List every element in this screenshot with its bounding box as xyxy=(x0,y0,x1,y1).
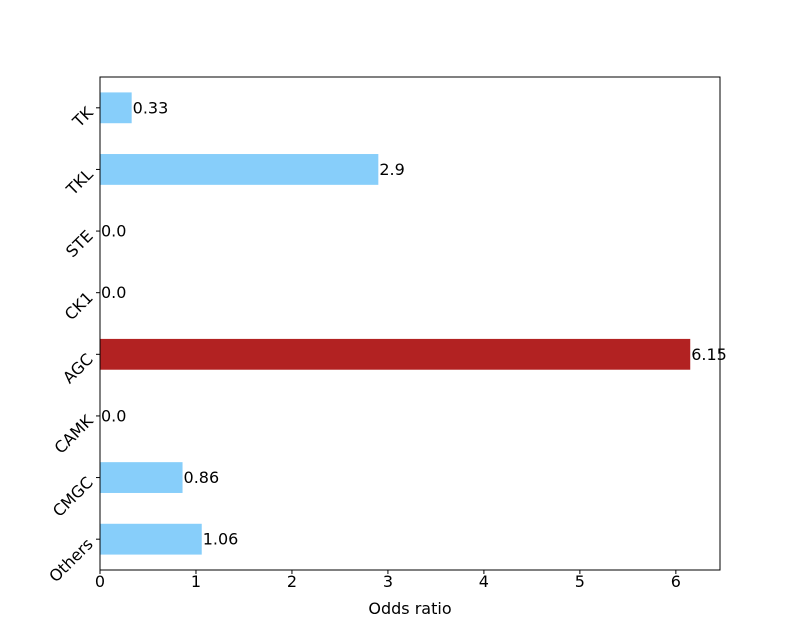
x-tick-label: 6 xyxy=(671,572,681,591)
plot-frame xyxy=(99,76,721,571)
x-axis-title: Odds ratio xyxy=(368,599,451,618)
data-labels: 0.33 2.9 0.0 0.0 6.15 0.0 0.86 1.06 xyxy=(101,98,727,548)
y-tick-label-tkl: TKL xyxy=(62,165,97,200)
bars xyxy=(100,92,691,555)
y-axis: TK TKL STE CK1 AGC CAMK CMGC Others xyxy=(45,103,100,586)
x-tick-label: 1 xyxy=(191,572,201,591)
bar-agc xyxy=(100,338,691,370)
bar-tkl xyxy=(100,154,379,185)
data-label-others: 1.06 xyxy=(203,530,239,549)
y-tick-label-tk: TK xyxy=(68,103,97,132)
data-label-camk: 0.0 xyxy=(101,406,126,425)
y-tick-label-agc: AGC xyxy=(59,350,97,388)
x-tick-label: 2 xyxy=(287,572,297,591)
x-axis: 0 1 2 3 4 5 6 xyxy=(95,570,681,591)
data-label-ste: 0.0 xyxy=(101,222,126,241)
data-label-cmgc: 0.86 xyxy=(184,468,220,487)
x-tick-label: 5 xyxy=(575,572,585,591)
y-tick-label-ste: STE xyxy=(62,226,97,261)
data-label-tkl: 2.9 xyxy=(379,160,404,179)
data-label-ck1: 0.0 xyxy=(101,283,126,302)
data-label-tk: 0.33 xyxy=(133,98,169,117)
bar-tk xyxy=(100,92,132,124)
y-tick-label-ck1: CK1 xyxy=(61,288,97,324)
bar-cmgc xyxy=(100,462,183,493)
y-tick-label-camk: CAMK xyxy=(50,411,97,458)
x-tick-label: 4 xyxy=(479,572,489,591)
y-tick-label-others: Others xyxy=(45,534,96,585)
y-tick-label-cmgc: CMGC xyxy=(49,473,97,521)
x-tick-label: 0 xyxy=(95,572,105,591)
data-label-agc: 6.15 xyxy=(691,345,727,364)
x-tick-label: 3 xyxy=(383,572,393,591)
bar-others xyxy=(100,523,202,555)
